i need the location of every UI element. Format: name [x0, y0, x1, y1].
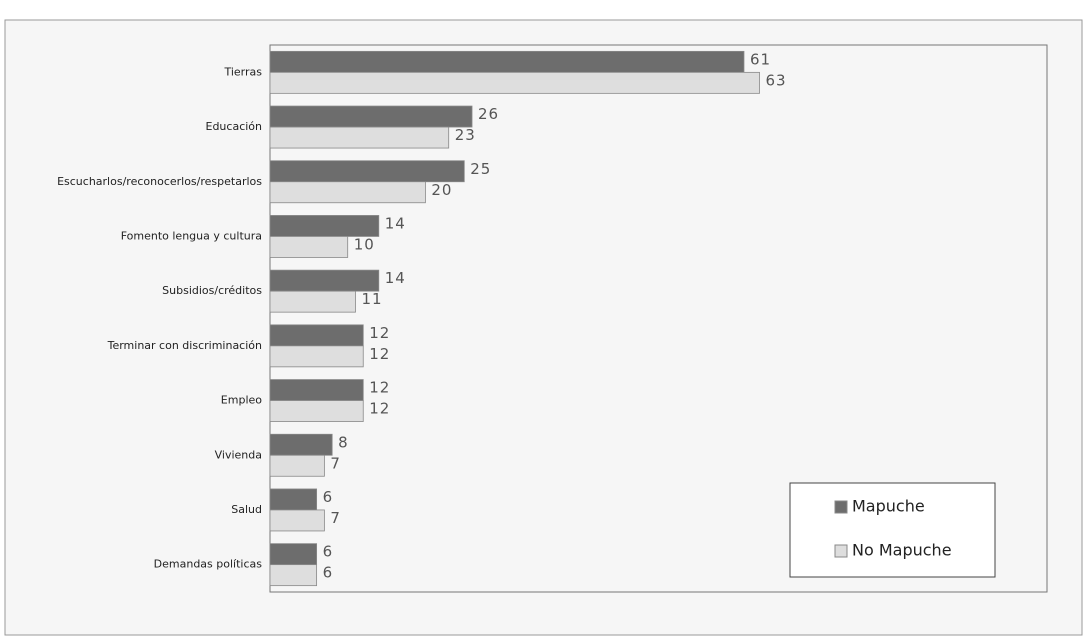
legend-label: Mapuche — [852, 497, 925, 516]
value-label: 11 — [361, 290, 382, 308]
bar — [269, 488, 318, 511]
value-label: 14 — [385, 214, 406, 232]
legend-box — [789, 482, 996, 578]
category-label: Terminar con discriminación — [107, 339, 262, 352]
plot-area — [269, 44, 1048, 593]
bar — [269, 433, 333, 456]
value-label: 6 — [323, 488, 334, 506]
category-label: Educación — [206, 120, 263, 133]
value-label: 26 — [478, 105, 499, 123]
bar — [269, 71, 760, 94]
category-label: Demandas políticas — [154, 558, 263, 571]
bar — [269, 105, 473, 128]
value-label: 6 — [323, 543, 334, 561]
category-label: Fomento lengua y cultura — [121, 229, 262, 242]
value-label: 63 — [766, 71, 787, 89]
category-label: Vivienda — [215, 448, 262, 461]
bar — [269, 126, 450, 149]
bar — [269, 324, 364, 347]
bar — [269, 400, 364, 422]
value-label: 12 — [369, 379, 390, 397]
value-label: 25 — [470, 160, 491, 178]
bar — [269, 269, 380, 292]
value-label: 12 — [369, 324, 390, 342]
category-label: Empleo — [221, 394, 262, 407]
value-label: 20 — [431, 181, 452, 199]
value-label: 6 — [323, 564, 334, 582]
bar — [269, 564, 318, 587]
category-label: Salud — [231, 503, 262, 516]
value-label: 14 — [385, 269, 406, 287]
value-label: 23 — [455, 126, 476, 144]
category-label: Escucharlos/reconocerlos/respetarlos — [57, 175, 262, 188]
bar — [269, 215, 380, 237]
legend-swatch — [834, 500, 848, 514]
bar — [269, 160, 465, 183]
bar — [269, 290, 356, 313]
category-label: Tierras — [223, 65, 262, 78]
bar — [269, 181, 426, 204]
value-label: 7 — [330, 509, 341, 527]
value-label: 61 — [750, 50, 771, 68]
value-label: 7 — [330, 454, 341, 472]
legend-label: No Mapuche — [852, 541, 952, 560]
value-label: 12 — [369, 400, 390, 418]
bar — [269, 50, 745, 73]
category-label: Subsidios/créditos — [162, 284, 262, 297]
bar — [269, 345, 364, 368]
legend-swatch — [834, 544, 848, 558]
bar — [269, 379, 364, 401]
bar — [269, 543, 318, 566]
value-label: 8 — [338, 433, 349, 451]
value-label: 12 — [369, 345, 390, 363]
bar — [269, 509, 325, 532]
bar — [269, 236, 349, 258]
bar — [269, 454, 325, 477]
value-label: 10 — [354, 235, 375, 253]
